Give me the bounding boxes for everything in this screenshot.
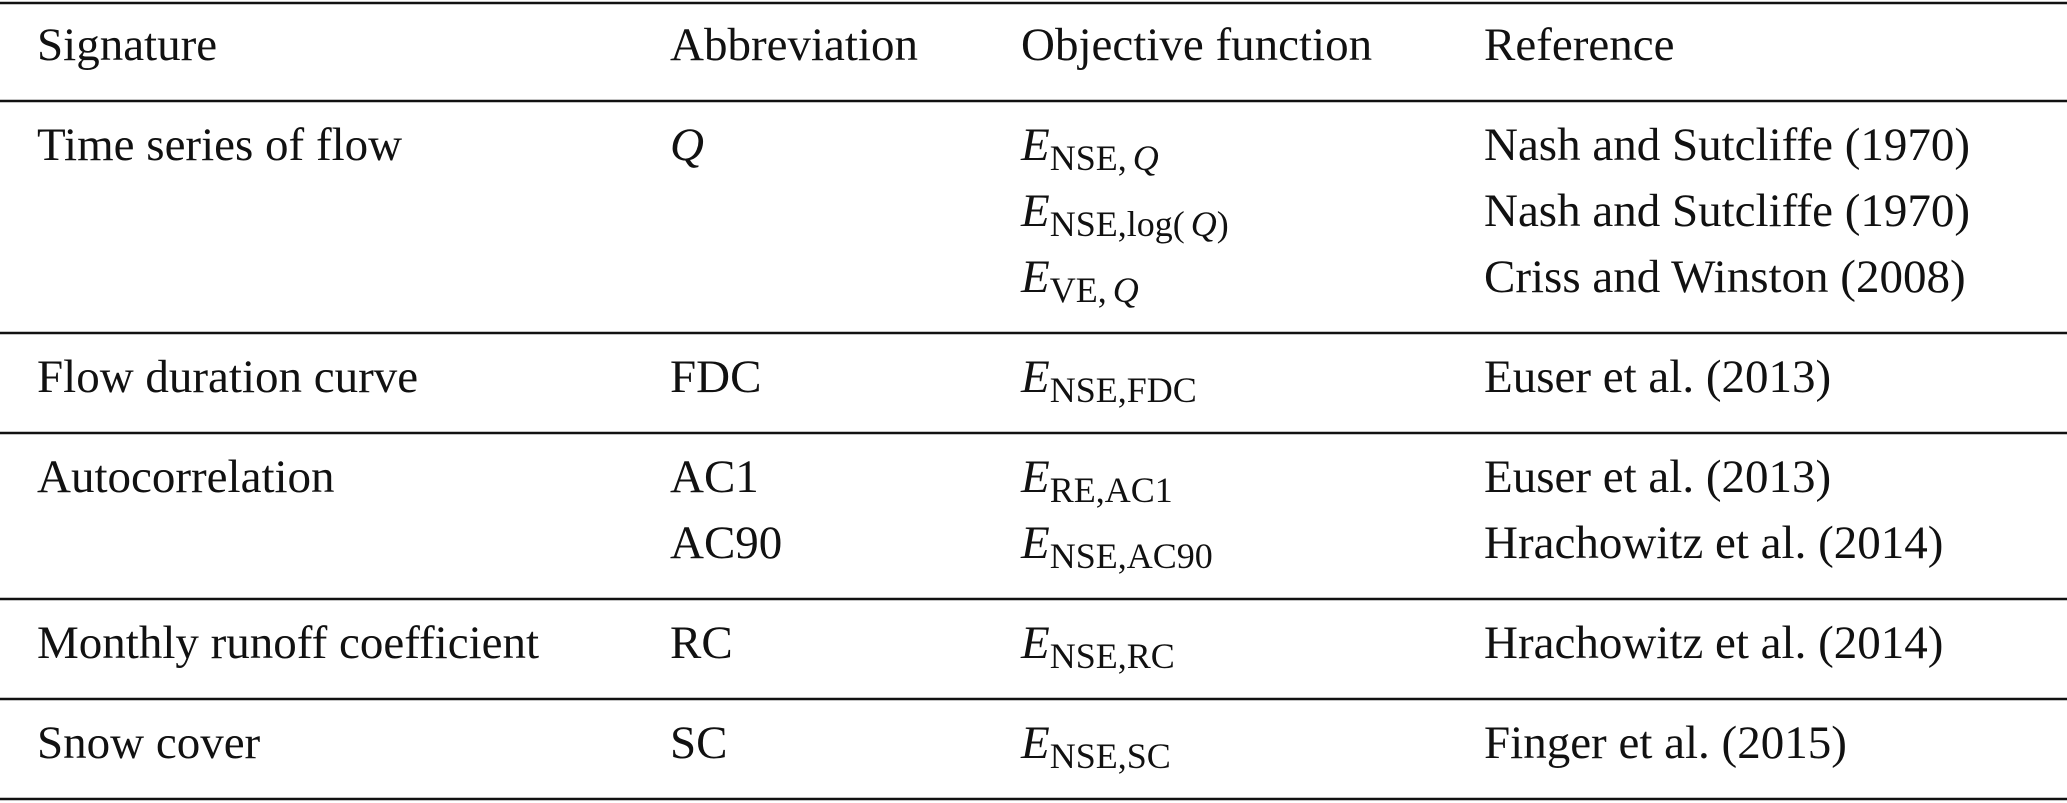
signature: Monthly runoff coefficient bbox=[37, 617, 539, 669]
header-cell: Objective function bbox=[1021, 19, 1372, 71]
subscript: NSE,RC bbox=[1050, 636, 1175, 676]
abbreviation: RC bbox=[670, 617, 733, 669]
objective-function: ENSE, Q bbox=[1020, 119, 1159, 178]
subscript: NSE,log( bbox=[1050, 204, 1185, 244]
symbol: E bbox=[1020, 617, 1050, 669]
symbol: E bbox=[1020, 185, 1050, 237]
header-cell: Signature bbox=[37, 19, 217, 71]
reference: Hrachowitz et al. (2014) bbox=[1484, 617, 1943, 669]
reference: Nash and Sutcliffe (1970) bbox=[1484, 119, 1970, 171]
signature: Autocorrelation bbox=[37, 451, 335, 503]
objective-function: ENSE,FDC bbox=[1020, 351, 1197, 410]
objective-function: ENSE,RC bbox=[1020, 617, 1175, 676]
subscript: NSE,FDC bbox=[1050, 370, 1197, 410]
header-cell: Abbreviation bbox=[670, 19, 918, 71]
reference: Nash and Sutcliffe (1970) bbox=[1484, 185, 1970, 237]
symbol: E bbox=[1020, 717, 1050, 769]
reference: Euser et al. (2013) bbox=[1484, 451, 1831, 503]
subscript: Q bbox=[1133, 138, 1159, 178]
symbol: E bbox=[1020, 451, 1050, 503]
header-cell: Reference bbox=[1484, 19, 1674, 71]
objective-function: ENSE,SC bbox=[1020, 717, 1171, 776]
symbol: E bbox=[1020, 517, 1050, 569]
reference: Finger et al. (2015) bbox=[1484, 717, 1847, 769]
abbreviation: AC1 bbox=[670, 451, 759, 503]
abbreviation: FDC bbox=[670, 351, 761, 403]
subscript: NSE,AC90 bbox=[1050, 536, 1213, 576]
symbol: E bbox=[1020, 119, 1050, 171]
subscript: Q bbox=[1191, 204, 1217, 244]
abbreviation: SC bbox=[670, 717, 728, 769]
symbol: E bbox=[1020, 251, 1050, 303]
reference: Euser et al. (2013) bbox=[1484, 351, 1831, 403]
signature: Snow cover bbox=[37, 717, 261, 769]
reference: Criss and Winston (2008) bbox=[1484, 251, 1966, 303]
objective-function: ENSE,log(Q) bbox=[1020, 185, 1229, 244]
objective-function: ERE,AC1 bbox=[1020, 451, 1173, 510]
abbreviation: AC90 bbox=[670, 517, 782, 569]
symbol: E bbox=[1020, 351, 1050, 403]
subscript: Q bbox=[1113, 270, 1139, 310]
signature: Time series of flow bbox=[37, 119, 402, 171]
subscript: VE, bbox=[1050, 270, 1107, 310]
reference: Hrachowitz et al. (2014) bbox=[1484, 517, 1943, 569]
abbreviation: Q bbox=[670, 119, 704, 171]
subscript: NSE, bbox=[1050, 138, 1127, 178]
subscript: RE,AC1 bbox=[1050, 470, 1173, 510]
subscript: NSE,SC bbox=[1050, 736, 1171, 776]
objective-function: ENSE,AC90 bbox=[1020, 517, 1213, 576]
signature: Flow duration curve bbox=[37, 351, 418, 403]
objective-function: EVE, Q bbox=[1020, 251, 1139, 310]
subscript: ) bbox=[1217, 204, 1229, 244]
